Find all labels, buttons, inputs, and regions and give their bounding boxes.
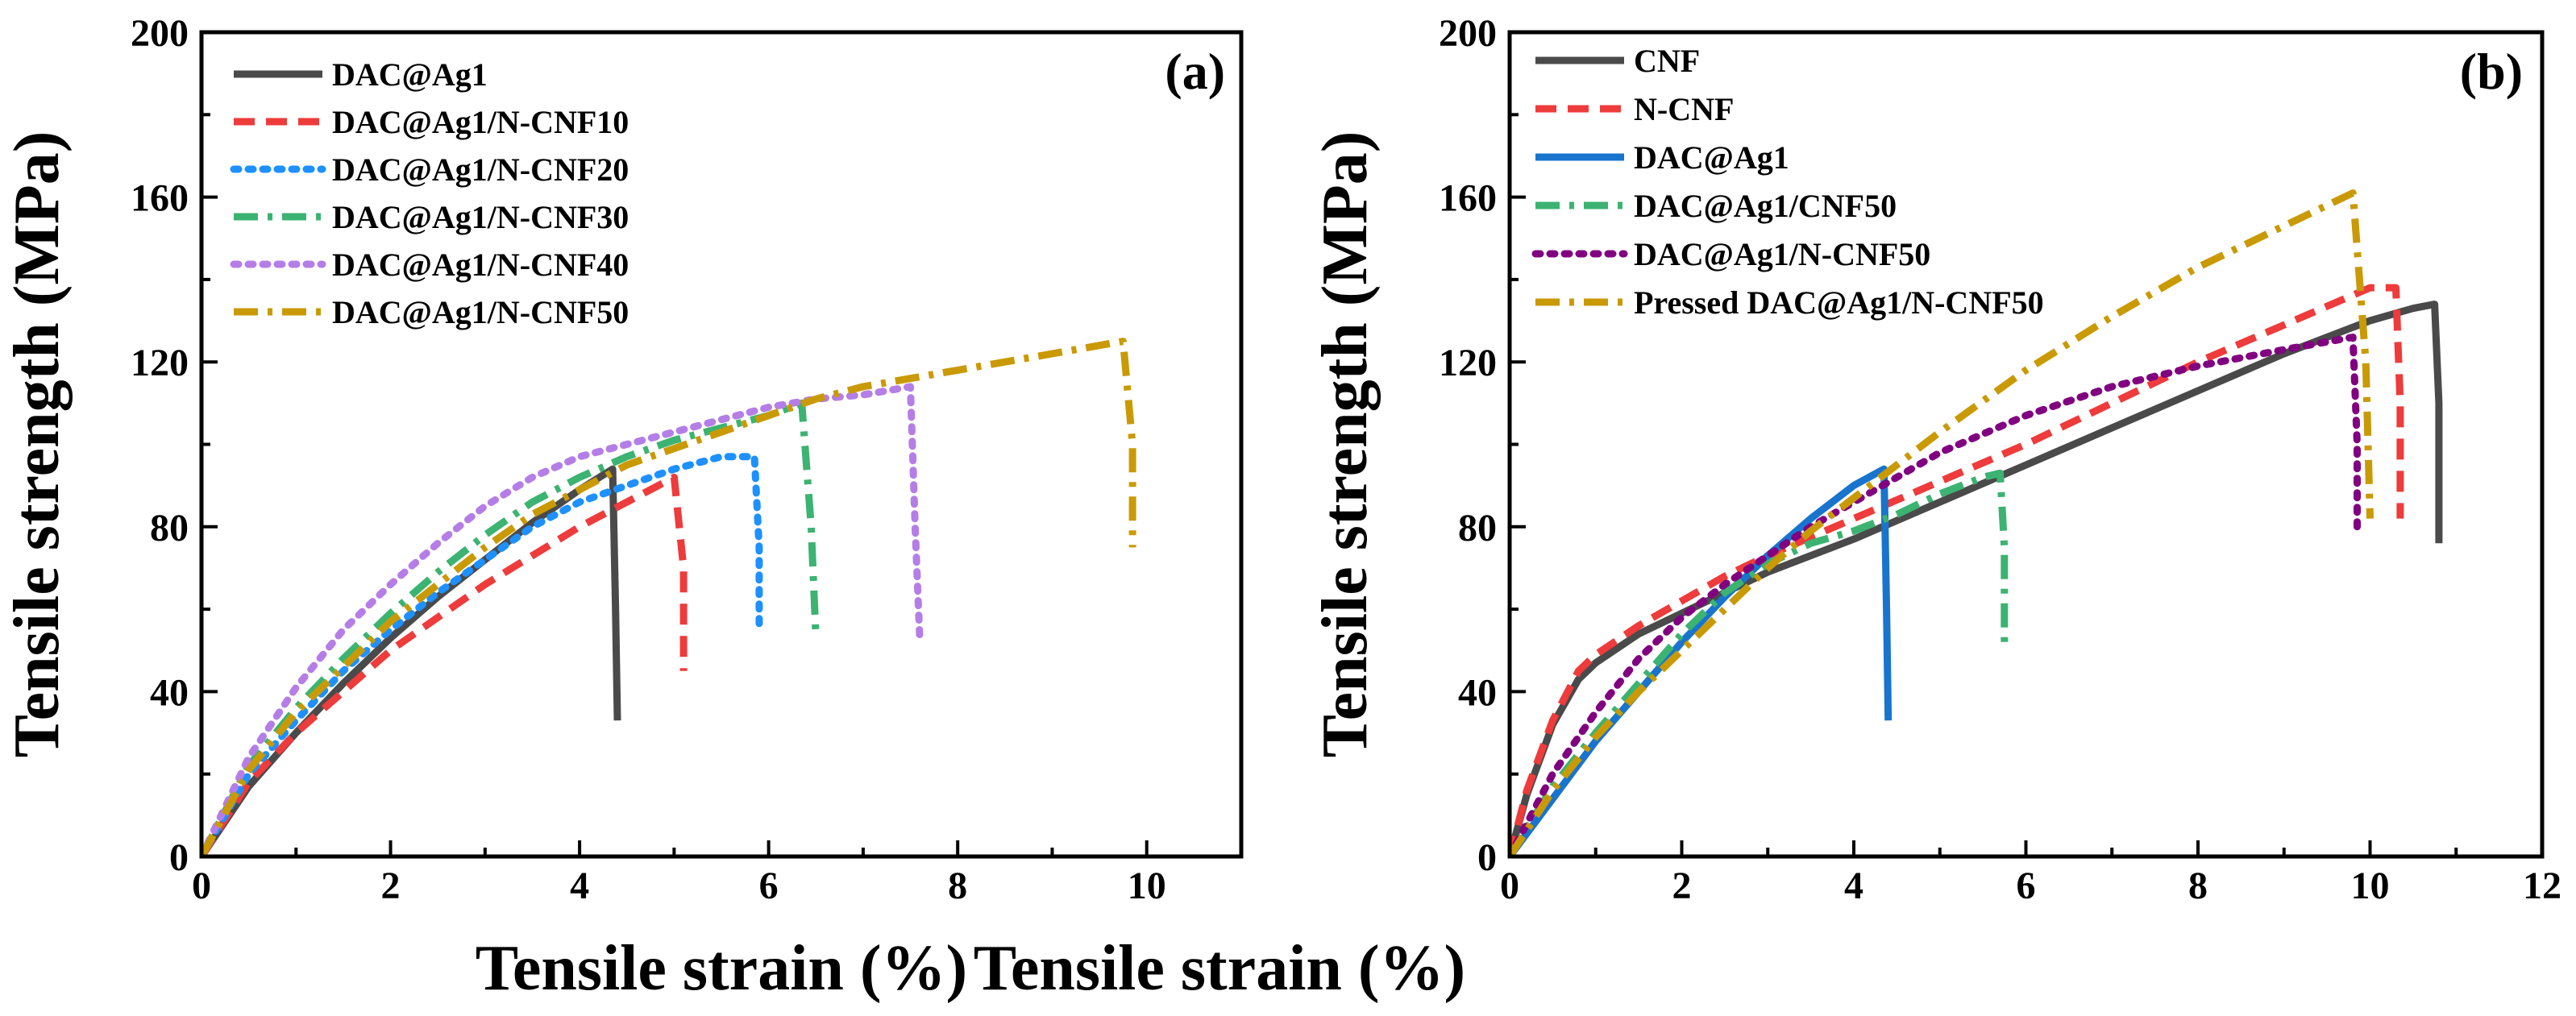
x-tick-label: 4	[570, 865, 589, 907]
y-tick-label: 40	[150, 671, 189, 714]
y-tick-label: 80	[150, 507, 189, 549]
legend: CNF N-CNF DAC@Ag1 DAC@Ag1/CNF50 DAC@Ag1/N-CN…	[1531, 43, 2044, 321]
panel-label: (b)	[2460, 43, 2523, 100]
series-line-4	[202, 399, 820, 856]
legend-label: N-CNF	[1634, 91, 1734, 127]
x-tick-label: 6	[2017, 865, 2036, 907]
legend-label: CNF	[1634, 43, 1700, 79]
legend-label: Pressed DAC@Ag1/N-CNF50	[1634, 284, 2044, 321]
x-tick-label: 2	[1672, 865, 1692, 907]
y-tick-label: 120	[131, 342, 189, 384]
legend-label: DAC@Ag1/N-CNF10	[332, 104, 629, 140]
x-tick-label: 0	[192, 865, 211, 907]
series-line-5	[202, 383, 924, 856]
legend-label: DAC@Ag1/CNF50	[1634, 188, 1897, 224]
series-group	[202, 338, 1136, 856]
y-tick-label: 200	[131, 12, 189, 55]
series-line-1	[202, 465, 621, 856]
y-tick-label: 40	[1458, 671, 1497, 714]
x-tick-label: 8	[948, 865, 967, 907]
x-tick-label: 4	[1844, 865, 1863, 907]
panel-a: 0 2 4 6 8 10 0 40 80 120 160 200 Tensile strain (%) T…	[2, 12, 1244, 1004]
legend-label: DAC@Ag1	[1634, 139, 1789, 176]
y-tick-label: 80	[1458, 507, 1497, 549]
x-axis-title: Tensile strain (%)	[974, 933, 1465, 1004]
legend-label: DAC@Ag1/N-CNF20	[332, 151, 629, 188]
x-axis-title: Tensile strain (%)	[476, 933, 967, 1004]
y-tick-label: 0	[169, 836, 189, 879]
x-tick-label: 8	[2188, 865, 2208, 907]
series-line-6	[202, 338, 1136, 856]
y-tick-label: 160	[131, 177, 189, 220]
legend: DAC@Ag1 DAC@Ag1/N-CNF10 DAC@Ag1/N-CNF20 DAC…	[230, 56, 629, 330]
legend-label: DAC@Ag1/N-CNF50	[332, 294, 629, 330]
x-tick-label: 12	[2523, 865, 2561, 907]
series-group	[1510, 189, 2443, 856]
x-tick-label: 6	[759, 865, 779, 907]
series-line-5	[1510, 334, 2361, 856]
legend-label: DAC@Ag1/N-CNF30	[332, 199, 629, 235]
x-tick-label: 10	[2351, 865, 2390, 907]
x-tick-label: 0	[1500, 865, 1519, 907]
y-axis-title: Tensile strength (MPa)	[1310, 131, 1381, 758]
y-tick-label: 160	[1439, 177, 1497, 220]
y-tick-label: 120	[1439, 342, 1497, 384]
series-line-3	[202, 453, 763, 856]
legend-label: DAC@Ag1/N-CNF50	[1634, 236, 1930, 272]
x-tick-label: 10	[1128, 865, 1166, 907]
series-line-4	[1510, 469, 2009, 856]
legend-label: DAC@Ag1/N-CNF40	[332, 247, 629, 283]
series-line-2	[202, 473, 688, 856]
legend-label: DAC@Ag1	[332, 56, 488, 93]
y-axis-title: Tensile strength (MPa)	[2, 131, 73, 758]
x-tick-label: 2	[381, 865, 401, 907]
series-line-6	[1510, 189, 2374, 856]
series-line-1	[1510, 301, 2443, 856]
panel-label: (a)	[1165, 43, 1225, 100]
y-tick-label: 0	[1477, 836, 1497, 879]
series-line-2	[1510, 284, 2404, 856]
y-tick-label: 200	[1439, 12, 1497, 55]
